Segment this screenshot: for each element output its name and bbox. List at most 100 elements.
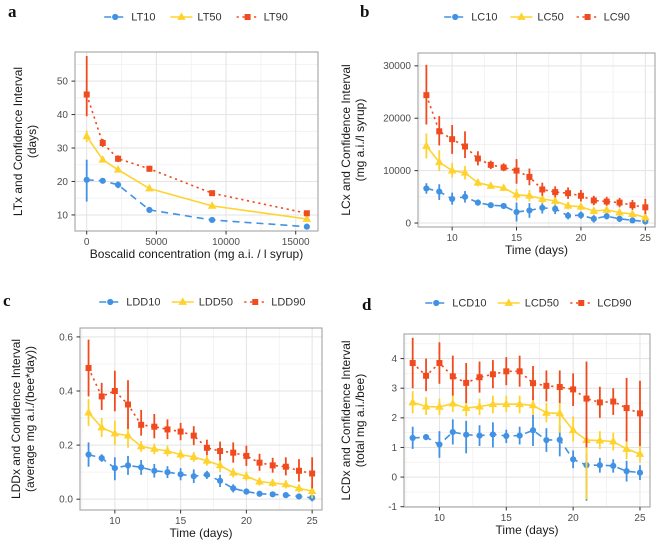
marker-LCD50 xyxy=(501,399,511,408)
y-tick-label: 40 xyxy=(57,110,69,121)
marker-LCD90 xyxy=(489,371,496,378)
panel-d: d -1 0 1 2 3 4 10 15 20 25 Time (days) LCDx and Con… xyxy=(330,272,660,544)
marker-LC10 xyxy=(461,193,469,200)
marker-LCD10 xyxy=(556,436,563,443)
marker-LC90 xyxy=(462,143,469,150)
marker-LC90 xyxy=(552,189,559,196)
x-tick-label: 5000 xyxy=(145,237,168,248)
plot-area xyxy=(75,52,318,231)
y-tick-label: 0.4 xyxy=(59,386,73,397)
marker-LDD90 xyxy=(138,421,145,428)
marker-LCD50 xyxy=(635,449,645,457)
legend-label-LCD90: LCD90 xyxy=(597,298,631,310)
marker-LDD90 xyxy=(111,388,118,395)
x-axis-label: Time (days) xyxy=(505,243,568,257)
marker-LCD10 xyxy=(409,434,416,442)
x-tick-label: 10 xyxy=(109,516,121,527)
marker-LCD90 xyxy=(636,410,643,417)
panel-border xyxy=(403,333,651,508)
marker-LCD10 xyxy=(570,456,577,463)
marker-LDD50 xyxy=(110,428,120,437)
legend: LCD10 LCD50 LCD90 xyxy=(425,298,632,310)
legend-marker-LDD10 xyxy=(107,298,114,306)
x-tick-label: 10000 xyxy=(212,237,240,248)
marker-LCD50 xyxy=(448,399,458,407)
marker-LC90 xyxy=(603,198,610,205)
marker-LC90 xyxy=(513,167,520,174)
x-tick-label: 10 xyxy=(447,233,459,244)
marker-LCD90 xyxy=(556,384,563,391)
marker-LDD50 xyxy=(294,483,304,492)
y-tick-label: 2 xyxy=(391,413,397,424)
marker-LCD90 xyxy=(530,380,537,387)
marker-LCD50 xyxy=(515,399,524,408)
y-tick-label: 30000 xyxy=(383,61,411,72)
marker-LT90 xyxy=(209,190,216,197)
legend-label-LT50: LT50 xyxy=(197,12,221,24)
y-axis-label-line1: LCDx and Confidence Interval xyxy=(339,340,353,500)
marker-LCD50 xyxy=(542,408,551,416)
marker-LDD50 xyxy=(268,478,277,486)
marker-LC10 xyxy=(500,202,507,210)
marker-LCD10 xyxy=(476,432,483,439)
marker-LDD10 xyxy=(98,454,105,462)
x-tick-label: 15000 xyxy=(282,237,310,248)
marker-LDD90 xyxy=(190,432,197,439)
marker-LC10 xyxy=(436,188,443,195)
marker-LC50 xyxy=(447,166,457,174)
x-axis-label: Boscalid concentration (mg a.i. / l syru… xyxy=(90,247,303,261)
marker-LT50 xyxy=(302,214,312,222)
marker-LDD50 xyxy=(228,468,238,476)
series-group xyxy=(408,337,645,501)
marker-LC90 xyxy=(423,92,430,99)
marker-LC50 xyxy=(473,178,483,186)
marker-LC90 xyxy=(436,128,443,135)
panel-c: c 0.0 0.2 0.4 0.6 10 15 20 25 Time (days) LDDx an… xyxy=(0,272,330,544)
marker-LC10 xyxy=(616,215,623,222)
marker-LT90 xyxy=(303,210,310,217)
marker-LC10 xyxy=(577,212,585,219)
marker-LCD50 xyxy=(435,402,444,410)
y-tick-label: 0 xyxy=(405,218,411,229)
marker-LCD10 xyxy=(596,462,603,469)
legend-marker-LT10 xyxy=(112,13,119,21)
marker-LCD90 xyxy=(583,395,590,402)
marker-LDD10 xyxy=(230,485,237,492)
marker-LC90 xyxy=(642,204,649,211)
panel-b-letter: b xyxy=(360,2,370,21)
marker-LT10 xyxy=(99,177,106,184)
y-axis-label-line2: (average mg a.i./(bee*day)) xyxy=(23,346,37,492)
marker-LC50 xyxy=(602,205,611,213)
marker-LC90 xyxy=(449,136,456,143)
y-tick-label: 4 xyxy=(391,354,397,365)
plot-area xyxy=(80,328,322,510)
legend: LC10 LC50 LC90 xyxy=(444,12,630,24)
marker-LDD90 xyxy=(256,459,263,466)
marker-LC50 xyxy=(460,168,470,176)
marker-LDD50 xyxy=(242,471,251,480)
marker-LC90 xyxy=(500,164,507,171)
y-tick-label: 30 xyxy=(57,143,69,154)
legend-marker-LDD50 xyxy=(178,297,188,305)
x-tick-label: 20 xyxy=(568,513,580,524)
marker-LDD10 xyxy=(164,469,171,476)
marker-LDD50 xyxy=(123,431,133,439)
marker-LDD10 xyxy=(151,467,158,474)
marker-LDD50 xyxy=(176,449,185,458)
marker-LC10 xyxy=(513,208,520,216)
marker-LDD90 xyxy=(269,462,276,469)
marker-LDD10 xyxy=(269,491,276,498)
marker-LDD10 xyxy=(295,493,303,500)
marker-LC50 xyxy=(499,183,508,191)
marker-LC10 xyxy=(449,195,456,203)
marker-LDD10 xyxy=(177,471,184,478)
marker-LDD90 xyxy=(243,452,250,459)
marker-LDD90 xyxy=(309,470,316,477)
marker-LC50 xyxy=(434,157,444,166)
series-group xyxy=(84,339,317,502)
marker-LDD50 xyxy=(255,477,264,485)
marker-LC10 xyxy=(629,217,636,224)
x-tick-label: 20 xyxy=(241,516,253,527)
marker-LCD10 xyxy=(489,431,497,438)
legend-marker-LDD90 xyxy=(252,299,259,305)
